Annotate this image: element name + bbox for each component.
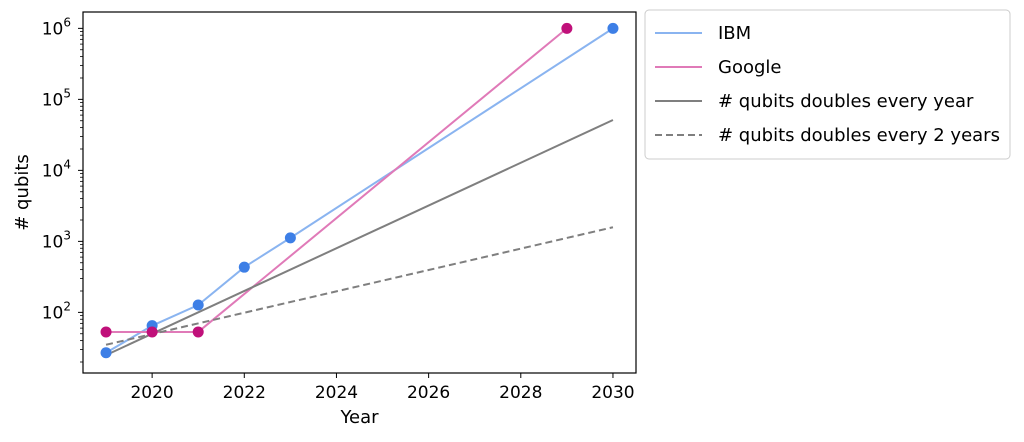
plot-frame: [82, 11, 637, 374]
y-tick-label: 105: [42, 86, 71, 110]
y-tick-label: 106: [42, 15, 71, 39]
series-line-3: [105, 226, 614, 346]
x-tick-label: 2022: [223, 383, 266, 403]
series-line-1: [106, 27, 568, 333]
y-axis-ticks: 102 103 104 105 106: [42, 15, 83, 363]
x-tick-label: 2024: [315, 383, 358, 403]
plot-markers: [100, 22, 619, 359]
series-1-point-2: [192, 326, 204, 338]
x-tick-label: 2020: [130, 383, 173, 403]
series-0-point-4: [284, 232, 296, 244]
legend-label: # qubits doubles every 2 years: [718, 125, 1000, 146]
legend-label: IBM: [718, 23, 751, 44]
series-1-point-1: [146, 326, 158, 338]
series-line-0: [105, 27, 614, 354]
plot-lines: [105, 27, 614, 357]
y-tick-label: 104: [42, 157, 71, 181]
legend-label: # qubits doubles every year: [718, 91, 974, 112]
y-axis-title: # qubits: [12, 154, 33, 231]
x-axis-ticks: 2020 2022 2024 2026 2028 2030: [130, 373, 635, 403]
series-0-point-0: [100, 347, 112, 359]
y-tick-label: 102: [42, 299, 71, 323]
series-1-point-0: [100, 326, 112, 338]
series-0-point-5: [607, 22, 619, 34]
x-tick-label: 2030: [591, 383, 634, 403]
y-tick-label: 103: [42, 228, 71, 252]
series-1-point-3: [561, 22, 573, 34]
legend-box: [644, 9, 1011, 160]
series-line-2: [105, 119, 614, 357]
legend: IBM Google # qubits doubles every year # qu…: [644, 9, 1011, 160]
x-tick-label: 2026: [407, 383, 450, 403]
x-tick-label: 2028: [499, 383, 542, 403]
x-axis-title: Year: [339, 407, 379, 428]
series-0-point-2: [192, 299, 204, 311]
series-0-point-3: [238, 261, 250, 273]
legend-label: Google: [718, 57, 781, 78]
